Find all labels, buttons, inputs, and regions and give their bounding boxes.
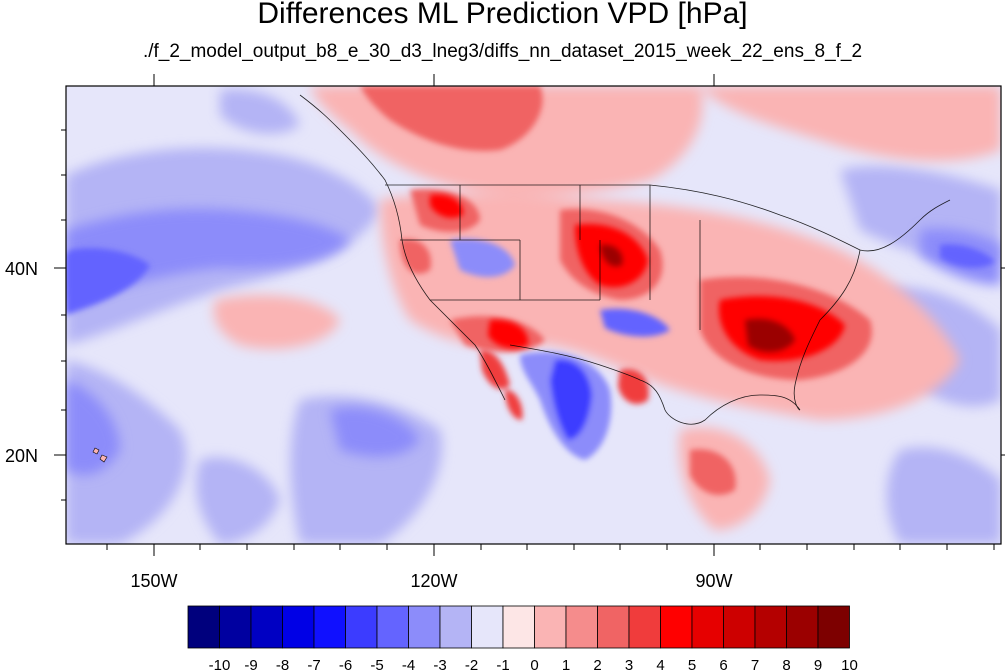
colorbar-label: -9 [244,657,257,672]
colorbar-label: 1 [562,657,570,672]
mexico-blue-regions [450,238,670,460]
colorbar: -10 -9 -8 -7 -6 -5 -4 -3 -2 -1 0 1 2 3 4 5 6 7 8 9 10 [187,605,858,672]
colorbar-label: -7 [307,657,320,672]
dark-red-core [600,244,795,352]
colorbar-label: 4 [656,657,664,672]
colorbar-label: 2 [593,657,601,672]
colorbar-swatch [408,605,441,649]
colorbar-swatch [754,605,787,649]
colorbar-swatch [691,605,724,649]
colorbar-label: -5 [370,657,383,672]
map-title: Differences ML Prediction VPD [hPa] [257,0,748,30]
colorbar-label: -2 [465,657,478,672]
colorbar-label: 6 [719,657,727,672]
lon-label-120w: 120W [410,571,457,591]
colorbar-label: 3 [625,657,633,672]
colorbar-label: 0 [530,657,538,672]
colorbar-label: -10 [209,657,231,672]
colorbar-label: 9 [814,657,822,672]
map-subtitle: ./f_2_model_output_b8_e_30_d3_lneg3/diff… [142,41,863,62]
lat-label-20n: 20N [5,446,38,466]
lon-label-90w: 90W [695,571,732,591]
colorbar-swatch [250,605,283,649]
colorbar-swatch [502,605,535,649]
colorbar-label: 5 [688,657,696,672]
colorbar-swatch [313,605,346,649]
hawaii-islands [92,447,108,463]
colorbar-swatch [817,605,850,649]
lon-label-150w: 150W [130,571,177,591]
colorbar-label: -1 [496,657,509,672]
colorbar-swatch [628,605,661,649]
colorbar-label: 7 [751,657,759,672]
colorbar-swatch [723,605,756,649]
colorbar-swatch [471,605,504,649]
axis-ticks [54,74,1005,556]
colorbar-swatch [219,605,252,649]
colorbar-label: 8 [782,657,790,672]
colorbar-swatch [439,605,472,649]
colorbar-label: -6 [339,657,352,672]
colorbar-label: -4 [402,657,415,672]
coastal-red-patches [480,349,649,420]
colorbar-swatch [565,605,598,649]
deep-blue-regions [66,244,995,315]
coastlines-and-borders [299,94,951,425]
colorbar-swatch [660,605,693,649]
colorbar-swatch [534,605,567,649]
colorbar-swatch [345,605,378,649]
lat-label-40n: 40N [5,259,38,279]
colorbar-label: -3 [433,657,446,672]
colorbar-label: 10 [841,657,858,672]
colorbar-swatch [597,605,630,649]
colorbar-label: -8 [276,657,289,672]
colorbar-swatch [187,605,220,649]
colorbar-swatch [786,605,819,649]
vpd-difference-field [66,86,1001,544]
colorbar-swatch [282,605,315,649]
colorbar-swatch [376,605,409,649]
